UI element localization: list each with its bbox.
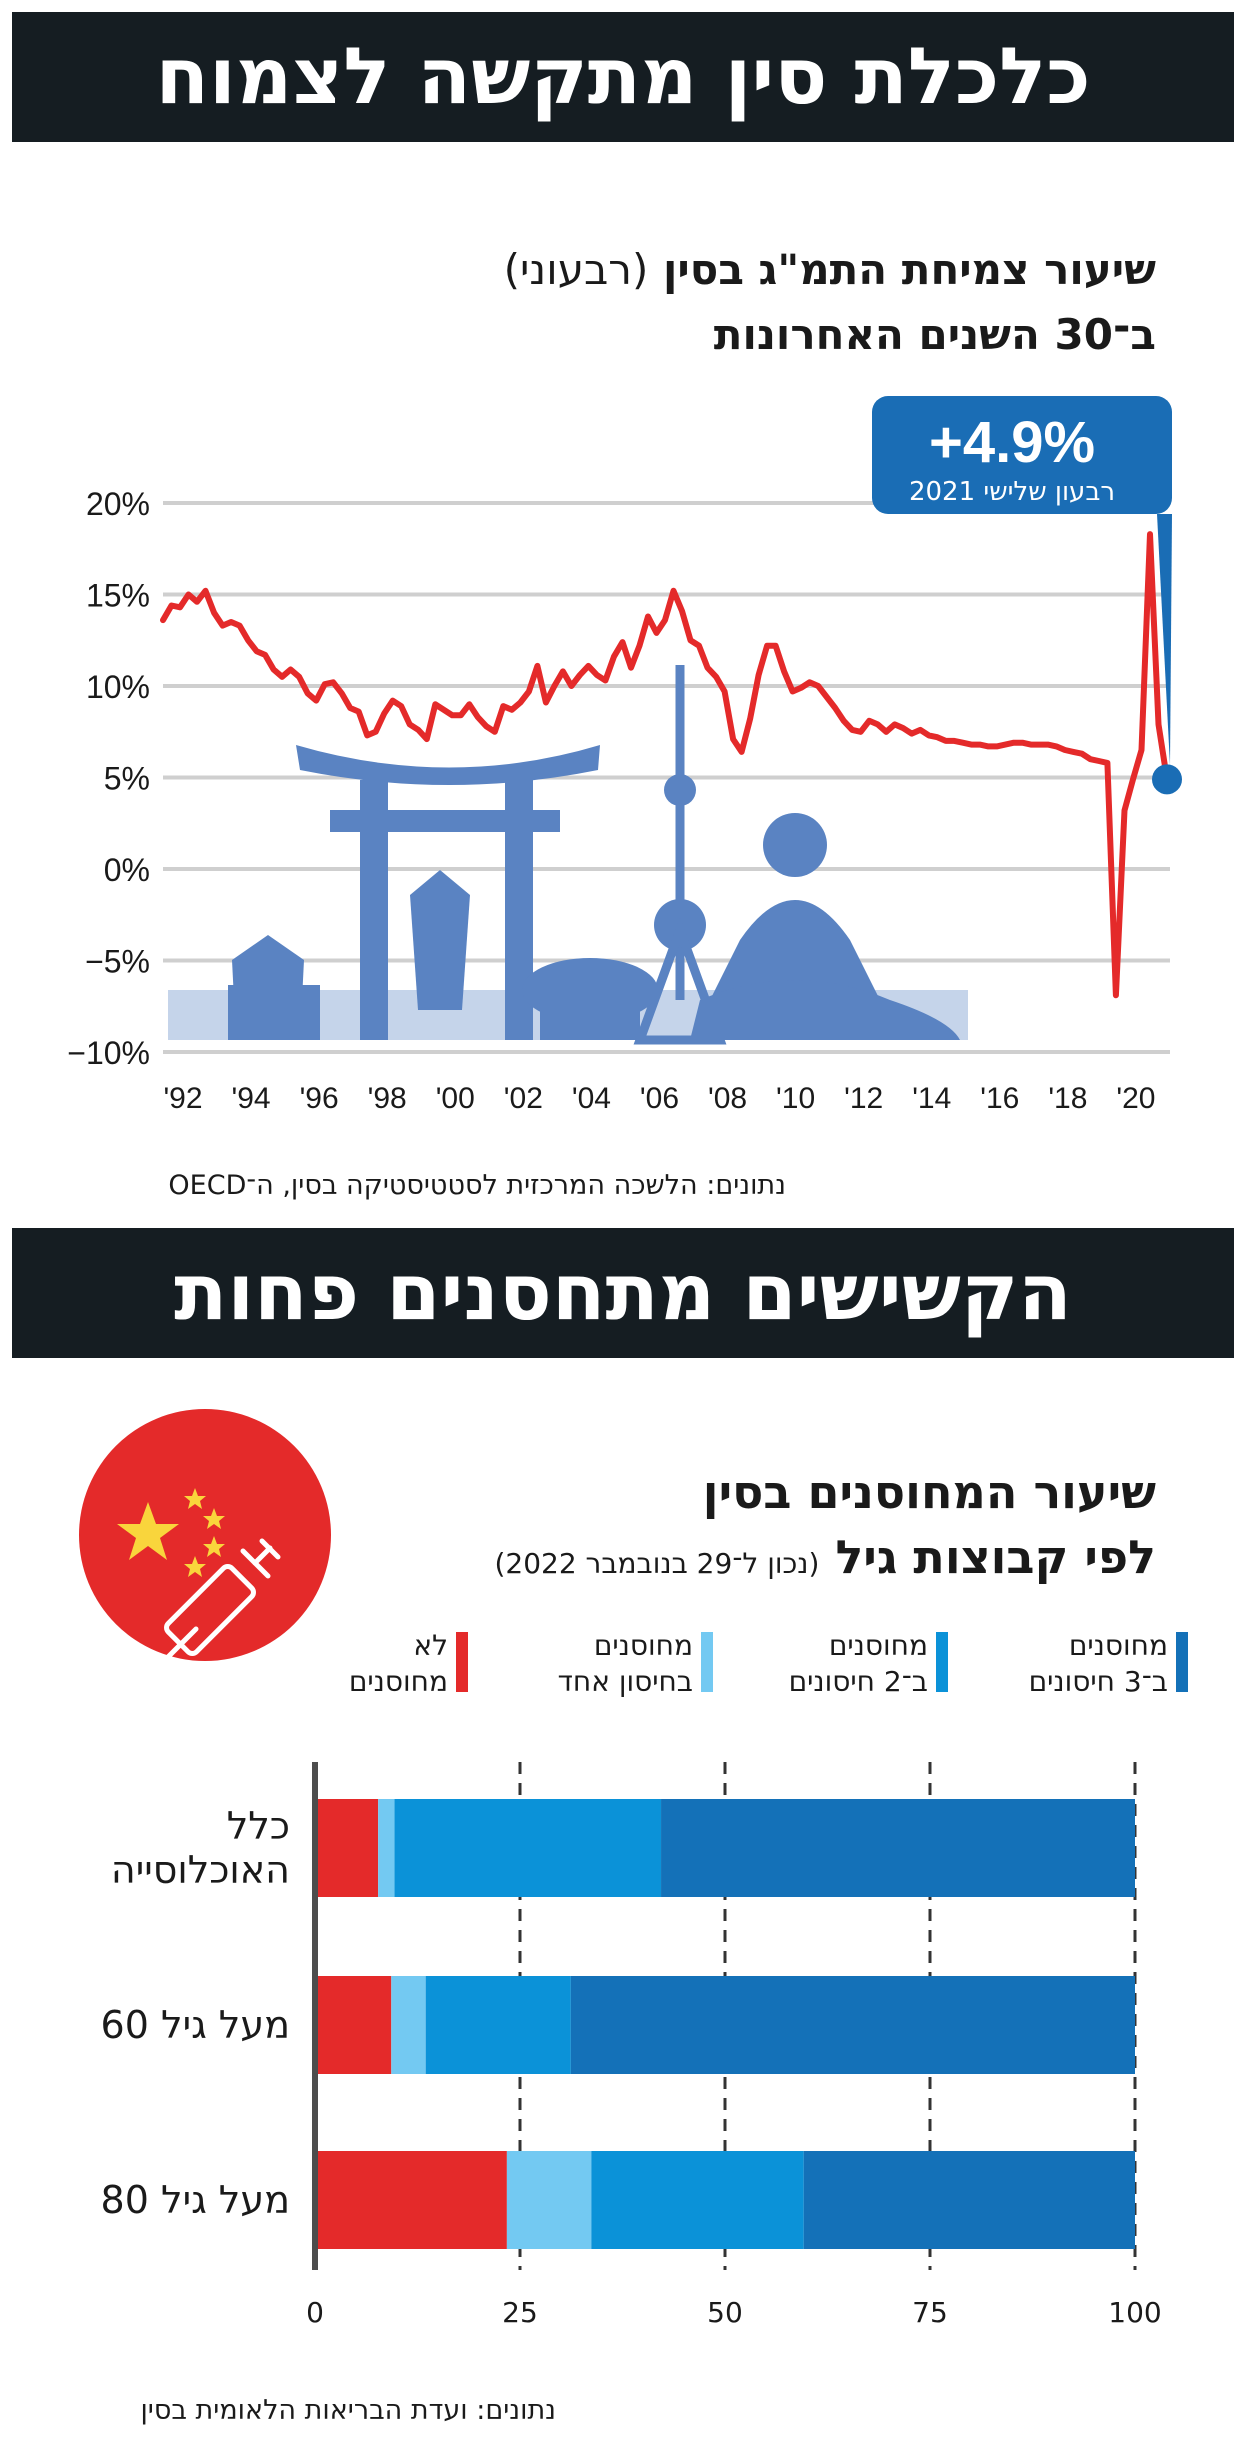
gdp-x-tick-label: '20 (1116, 1082, 1155, 1115)
gdp-x-tick-label: '96 (300, 1082, 339, 1115)
bar-segment (506, 2151, 592, 2249)
legend-label-line2: מחוסנים (348, 1665, 448, 1698)
vaccination-title-paren: (נכון ל־29 בנובמבר 2022) (494, 1547, 820, 1580)
vaccination-x-tick-label: 50 (707, 2296, 743, 2329)
vaccination-chart-title-line2: לפי קבוצות גיל (נכון ל־29 בנובמבר 2022) (494, 1530, 1156, 1584)
category-label-line1: כלל (226, 1804, 290, 1848)
skyline-shape (296, 745, 600, 785)
legend-swatch (701, 1632, 713, 1692)
legend-swatch (1176, 1632, 1188, 1692)
category-label: מעל גיל 60 (101, 2003, 290, 2047)
vaccination-axis: 0 25 50 75 100 (306, 1762, 1162, 2329)
vaccination-source-note: נתונים: ועדת הבריאות הלאומית בסין (140, 2395, 556, 2426)
bar-segment (391, 1976, 426, 2074)
gdp-x-tick-label: '18 (1048, 1082, 1087, 1115)
callout-pointer (1157, 514, 1172, 766)
vaccination-chart-title: שיעור המחוסנים בסין (702, 1465, 1156, 1519)
vaccination-x-tick-label: 75 (912, 2296, 948, 2329)
china-skyline-icon (168, 665, 968, 1045)
gdp-x-tick-label: '14 (912, 1082, 951, 1115)
legend-label-line2: בחיסון אחד (557, 1665, 693, 1698)
bar-segment (803, 2151, 1135, 2249)
vaccination-bars (315, 1799, 1135, 2249)
gdp-y-tick-label: 0% (104, 852, 150, 888)
category-label-line2: האוכלוסייה (110, 1848, 290, 1892)
category-label: כלל האוכלוסייה (111, 1804, 290, 1892)
gdp-y-tick-label: 5% (104, 761, 150, 797)
skyline-shape (633, 916, 727, 1045)
gdp-y-axis-ticks: 20% 15% 10% 5% 0% −5% −10% (67, 486, 150, 1071)
vaccination-x-tick-label: 0 (306, 2296, 324, 2329)
gdp-y-tick-label: 10% (86, 669, 150, 705)
gdp-y-tick-label: 20% (86, 486, 150, 522)
legend-label-line1: מחוסנים (828, 1629, 928, 1662)
skyline-shape (228, 985, 320, 1040)
skyline-shape (690, 980, 960, 1040)
header-banner-vaccination: הקשישים מתחסנים פחות (12, 1228, 1234, 1358)
header-banner-economy: כלכלת סין מתקשה לצמוח (12, 12, 1234, 142)
gdp-x-tick-label: '02 (504, 1082, 543, 1115)
bar-segment (315, 1799, 379, 1897)
legend-item: מחוסנים ב־2 חיסונים (789, 1628, 928, 1700)
skyline-shape (360, 780, 388, 1040)
gdp-chart-title: שיעור צמיחת התמ"ג בסין (רבעוני) (504, 245, 1156, 294)
legend-label-line1: מחוסנים (1068, 1629, 1168, 1662)
gdp-x-tick-label: '98 (368, 1082, 407, 1115)
bar-segment (315, 2151, 507, 2249)
gdp-title-main: שיעור צמיחת התמ"ג בסין (662, 245, 1156, 294)
legend-item: מחוסנים ב־3 חיסונים (1029, 1628, 1168, 1700)
gdp-x-tick-label: '92 (163, 1082, 202, 1115)
gdp-y-tick-label: −10% (67, 1035, 150, 1071)
legend-swatch (456, 1632, 468, 1692)
skyline-shape (540, 985, 640, 1040)
gdp-callout: +4.9%רבעון שלישי 2021 (872, 396, 1182, 795)
bar-segment (394, 1799, 662, 1897)
legend-label-line1: לא (413, 1629, 448, 1662)
gdp-x-tick-label: '16 (980, 1082, 1019, 1115)
category-label-line1: מעל גיל 80 (100, 2178, 290, 2222)
callout-label: רבעון שלישי 2021 (909, 477, 1115, 507)
legend-item: מחוסנים בחיסון אחד (558, 1628, 693, 1700)
gdp-x-tick-label: '08 (708, 1082, 747, 1115)
gdp-series-line (160, 531, 1170, 999)
legend-label-line2: ב־2 חיסונים (788, 1665, 928, 1698)
legend-label-line1: מחוסנים (593, 1629, 693, 1662)
vaccination-x-tick-label: 25 (502, 2296, 538, 2329)
gdp-line (160, 531, 1170, 999)
vaccination-x-tick-label: 100 (1108, 2296, 1161, 2329)
category-label: מעל גיל 80 (101, 2178, 290, 2222)
vaccination-title-line2: לפי קבוצות גיל (835, 1530, 1156, 1584)
gdp-x-tick-label: '00 (436, 1082, 475, 1115)
vaccination-gridlines (518, 1762, 1137, 2270)
bar-segment (378, 1799, 395, 1897)
category-label-line1: מעל גיל 60 (100, 2003, 290, 2047)
legend-swatch (936, 1632, 948, 1692)
bar-segment (661, 1799, 1135, 1897)
gdp-x-tick-label: '04 (572, 1082, 611, 1115)
callout-value: +4.9% (929, 410, 1095, 475)
gdp-y-tick-label: 15% (86, 578, 150, 614)
gdp-x-tick-label: '10 (776, 1082, 815, 1115)
bar-segment (425, 1976, 571, 2074)
gdp-x-tick-label: '06 (640, 1082, 679, 1115)
legend-item: לא מחוסנים (349, 1628, 448, 1700)
bar-segment (570, 1976, 1135, 2074)
skyline-shape (763, 813, 827, 877)
skyline-shape (410, 870, 470, 1010)
gdp-source-note: נתונים: הלשכה המרכזית לסטטיסטיקה בסין, ה… (168, 1170, 786, 1201)
legend-label-line2: ב־3 חיסונים (1028, 1665, 1168, 1698)
gdp-y-tick-label: −5% (85, 944, 150, 980)
gdp-chart-title-line2: ב־30 השנים האחרונות (713, 310, 1156, 359)
gdp-x-axis-ticks: '92 '94 '96 '98 '00 '02 '04 '06 '08 '10 '12 '14 '16 '… (163, 1082, 1155, 1115)
gdp-line-chart: 20%15%10%5%0%−5%−10% '92'94'96'98'00'02 '… (67, 396, 1182, 1115)
gdp-x-tick-label: '12 (844, 1082, 883, 1115)
skyline-shape (710, 900, 880, 1000)
bar-segment (591, 2151, 804, 2249)
gdp-latest-point (1152, 764, 1182, 795)
gdp-x-tick-label: '94 (232, 1082, 271, 1115)
bar-segment (315, 1976, 392, 2074)
skyline-shape (664, 774, 696, 806)
gdp-title-paren: (רבעוני) (503, 245, 649, 294)
callout-box (872, 396, 1172, 514)
